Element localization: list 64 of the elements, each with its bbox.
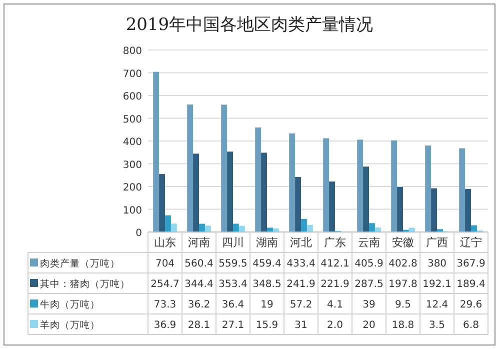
- data-label: 367.9: [456, 258, 486, 270]
- chart-title: 2019年中国各地区肉类产量情况: [126, 15, 374, 35]
- data-label: 6.8: [463, 320, 479, 331]
- x-tick-label: 广东: [324, 236, 346, 249]
- data-label: 29.6: [460, 300, 482, 310]
- data-label: 433.4: [286, 258, 316, 270]
- y-tick-label: 800: [122, 46, 142, 57]
- data-label: 221.9: [320, 279, 350, 290]
- y-tick-label: 100: [122, 205, 142, 216]
- data-label: 19: [260, 300, 274, 310]
- data-label: 241.9: [286, 279, 316, 290]
- data-label: 189.4: [456, 279, 486, 290]
- data-label: 287.5: [354, 279, 384, 290]
- legend-label: 肉类产量（万吨）: [40, 258, 120, 270]
- data-label: 15.9: [256, 320, 278, 331]
- x-tick-label: 四川: [222, 236, 244, 249]
- data-label: 348.5: [252, 279, 282, 290]
- data-label: 459.4: [252, 258, 282, 270]
- data-label: 559.5: [218, 258, 248, 270]
- legend-label: 羊肉（万吨）: [40, 319, 100, 331]
- data-label: 12.4: [426, 300, 448, 310]
- x-tick-label: 河南: [188, 236, 210, 249]
- x-tick-label: 安徽: [392, 236, 414, 249]
- data-label: 254.7: [150, 279, 180, 290]
- data-label: 4.1: [327, 300, 343, 310]
- x-tick-label: 山东: [154, 236, 176, 249]
- y-tick-label: 500: [122, 114, 142, 126]
- data-label: 39: [362, 300, 376, 310]
- data-label: 31: [294, 320, 308, 331]
- data-label: 57.2: [290, 300, 312, 310]
- x-tick-label: 云南: [358, 236, 380, 249]
- data-label: 402.8: [388, 258, 418, 270]
- legend-label: 其中：猪肉（万吨）: [40, 278, 130, 290]
- data-label: 192.1: [422, 279, 452, 290]
- data-label: 9.5: [395, 300, 411, 310]
- data-label: 197.8: [388, 279, 418, 290]
- data-label: 28.1: [188, 320, 210, 331]
- data-label: 353.4: [218, 279, 248, 290]
- y-tick-label: 300: [122, 160, 142, 171]
- data-label: 36.2: [188, 300, 210, 310]
- data-label: 2.0: [327, 320, 343, 331]
- y-tick-label: 0: [136, 228, 142, 239]
- data-label: 18.8: [392, 320, 414, 331]
- data-label: 704: [155, 258, 175, 270]
- data-label: 560.4: [184, 258, 214, 270]
- x-tick-label: 广西: [426, 236, 448, 249]
- x-tick-label: 湖南: [256, 236, 278, 249]
- data-label: 380: [427, 258, 447, 270]
- x-tick-label: 河北: [290, 236, 312, 249]
- legend-label: 牛肉（万吨）: [40, 298, 100, 310]
- data-label: 20: [362, 320, 376, 331]
- x-tick-label: 辽宁: [460, 236, 482, 249]
- data-label: 344.4: [184, 279, 214, 290]
- data-label: 412.1: [320, 258, 350, 270]
- data-label: 73.3: [154, 300, 176, 310]
- data-label: 27.1: [222, 320, 244, 331]
- y-tick-label: 600: [122, 92, 142, 102]
- y-tick-label: 700: [122, 68, 142, 80]
- data-label: 405.9: [354, 258, 384, 270]
- data-label: 3.5: [429, 320, 445, 331]
- data-label: 36.9: [154, 320, 176, 331]
- y-tick-label: 200: [122, 182, 142, 194]
- data-label: 36.4: [222, 300, 244, 310]
- y-tick-label: 400: [122, 137, 142, 148]
